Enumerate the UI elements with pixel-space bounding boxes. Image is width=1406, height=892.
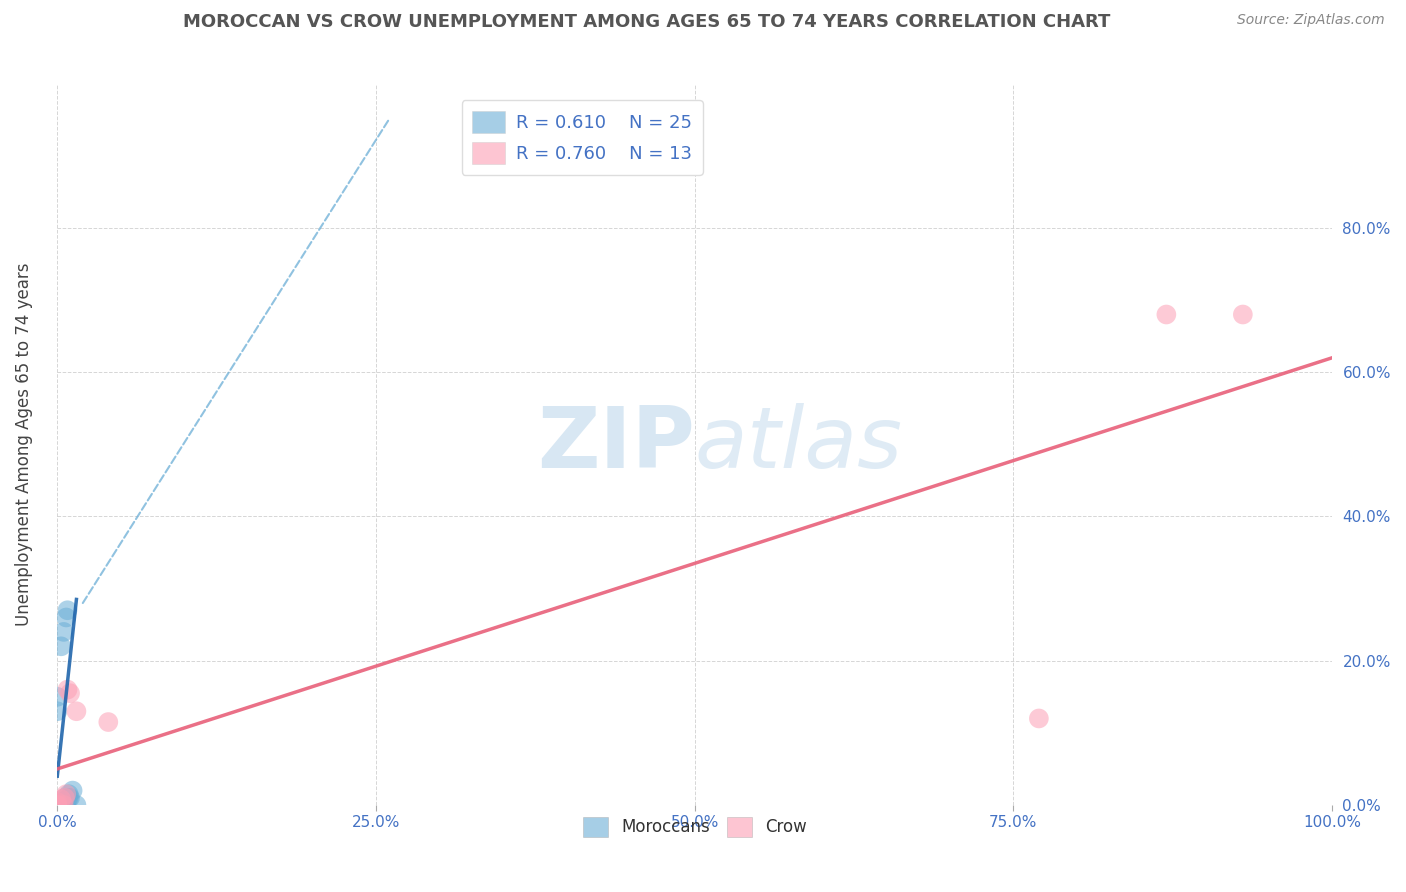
Text: MOROCCAN VS CROW UNEMPLOYMENT AMONG AGES 65 TO 74 YEARS CORRELATION CHART: MOROCCAN VS CROW UNEMPLOYMENT AMONG AGES…	[183, 13, 1111, 31]
Point	[52, 624, 75, 639]
Point	[62, 783, 84, 797]
Point	[55, 787, 77, 801]
Point	[46, 690, 69, 704]
Text: ZIP: ZIP	[537, 403, 695, 486]
Point	[51, 795, 73, 809]
Text: Source: ZipAtlas.com: Source: ZipAtlas.com	[1237, 13, 1385, 28]
Point	[58, 790, 80, 805]
Point	[1156, 308, 1178, 322]
Point	[52, 797, 75, 812]
Point	[55, 797, 77, 812]
Point	[1028, 711, 1050, 725]
Point	[97, 714, 120, 729]
Point	[53, 790, 76, 805]
Point	[46, 797, 69, 812]
Point	[49, 797, 72, 812]
Point	[52, 794, 75, 808]
Point	[46, 704, 69, 718]
Point	[59, 686, 82, 700]
Point	[49, 792, 72, 806]
Point	[56, 792, 79, 806]
Y-axis label: Unemployment Among Ages 65 to 74 years: Unemployment Among Ages 65 to 74 years	[15, 262, 32, 626]
Point	[1232, 308, 1254, 322]
Point	[46, 797, 69, 812]
Point	[46, 797, 69, 812]
Point	[65, 797, 87, 812]
Point	[52, 797, 75, 812]
Point	[46, 797, 69, 812]
Point	[56, 603, 79, 617]
Point	[49, 640, 72, 654]
Point	[46, 797, 69, 812]
Point	[46, 795, 69, 809]
Point	[56, 682, 79, 697]
Point	[46, 797, 69, 812]
Point	[53, 790, 76, 805]
Point	[46, 797, 69, 812]
Point	[58, 787, 80, 801]
Point	[55, 610, 77, 624]
Point	[65, 704, 87, 718]
Point	[59, 790, 82, 805]
Point	[49, 797, 72, 812]
Legend: Moroccans, Crow: Moroccans, Crow	[576, 810, 813, 844]
Point	[51, 797, 73, 812]
Text: atlas: atlas	[695, 403, 903, 486]
